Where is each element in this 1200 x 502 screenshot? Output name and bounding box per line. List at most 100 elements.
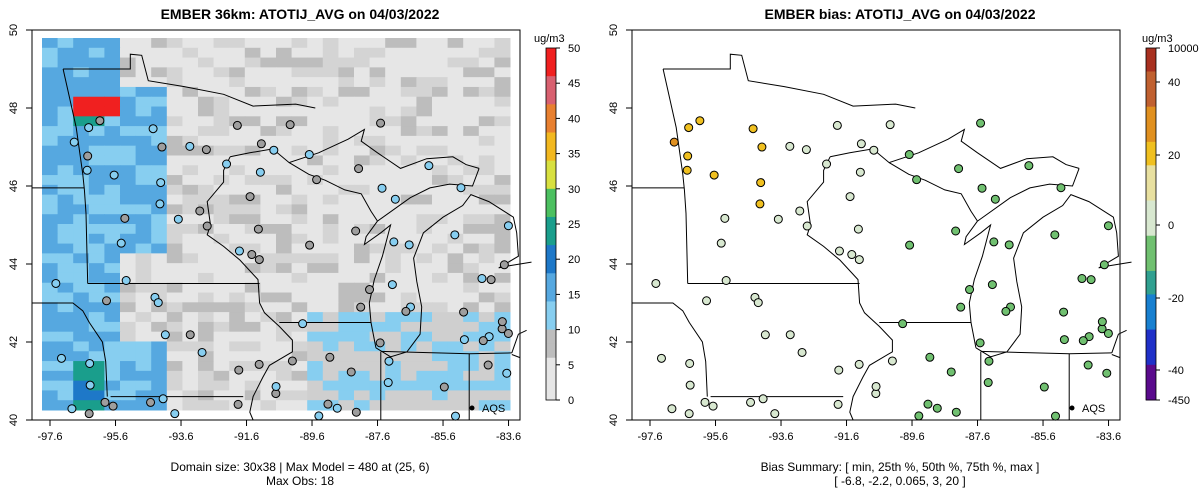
grid-cell — [322, 243, 339, 254]
grid-cell — [244, 47, 261, 59]
grid-cell — [354, 135, 371, 147]
grid-cell — [338, 155, 355, 166]
grid-cell — [120, 302, 137, 313]
grid-cell — [338, 165, 355, 176]
site-marker — [450, 230, 460, 240]
colorbar-swatch — [546, 160, 556, 176]
grid-cell — [213, 321, 230, 333]
grid-cell — [213, 361, 230, 372]
grid-cell — [494, 400, 511, 411]
grid-cell — [400, 38, 417, 49]
grid-cell — [88, 175, 105, 186]
grid-cell — [322, 233, 339, 245]
grid-cell — [57, 67, 74, 78]
grid-cell — [120, 96, 137, 108]
grid-cell — [42, 155, 59, 166]
site-marker — [254, 359, 264, 369]
site-marker — [497, 317, 507, 327]
grid-cell — [307, 312, 324, 323]
grid-cell — [88, 233, 105, 245]
site-marker — [439, 382, 449, 392]
colorbar-swatch — [546, 188, 556, 204]
grid-cell — [354, 243, 371, 254]
grid-cell — [120, 47, 137, 59]
grid-cell — [494, 302, 511, 313]
boundary-line — [62, 68, 89, 284]
grid-cell — [213, 272, 230, 284]
grid-cell — [57, 321, 74, 333]
grid-cell — [57, 214, 74, 225]
grid-cell — [478, 312, 495, 323]
grid-cell — [42, 165, 59, 176]
grid-cell — [198, 370, 215, 382]
colorbar-swatch — [546, 76, 556, 91]
grid-cell — [73, 370, 90, 382]
grid-cell — [73, 272, 90, 284]
grid-cell — [494, 331, 511, 342]
grid-cell — [400, 106, 417, 117]
grid-cell — [244, 272, 261, 284]
x-tick-label: -83.6 — [496, 431, 521, 443]
grid-cell — [104, 214, 121, 225]
site-marker — [1051, 411, 1061, 421]
grid-cell — [260, 214, 277, 225]
grid-cell — [42, 116, 59, 127]
grid-cell — [42, 184, 59, 196]
grid-cell — [135, 321, 152, 333]
grid-cell — [213, 175, 230, 186]
grid-cell — [400, 351, 417, 362]
grid-cell — [73, 77, 90, 88]
grid-cell — [291, 380, 308, 391]
grid-cell — [57, 204, 74, 215]
colorbar-frame — [1145, 47, 1157, 401]
grid-cell — [213, 135, 230, 147]
grid-cell — [213, 400, 230, 411]
colorbar-tick-label: 10 — [568, 325, 580, 337]
grid-cell — [416, 106, 433, 117]
grid-cell — [166, 370, 183, 382]
grid-cell — [322, 86, 339, 98]
grid-cell — [385, 67, 402, 78]
grid-cell — [182, 175, 199, 186]
grid-cell — [42, 38, 59, 49]
grid-cell — [88, 204, 105, 215]
colorbar-swatch — [1146, 188, 1156, 202]
grid-cell — [416, 282, 433, 294]
grid-cell — [88, 67, 105, 78]
grid-cell — [198, 292, 215, 303]
site-marker — [1099, 260, 1109, 270]
grid-cell — [338, 57, 355, 68]
site-marker — [834, 246, 844, 256]
site-marker — [975, 338, 985, 348]
boundary-line — [663, 53, 916, 109]
grid-cell — [104, 96, 121, 108]
grid-cell — [307, 331, 324, 342]
grid-cell — [322, 194, 339, 205]
grid-cell — [166, 135, 183, 147]
grid-cell — [291, 282, 308, 294]
grid-cell — [291, 116, 308, 127]
grid-cell — [400, 400, 417, 411]
grid-cell — [338, 77, 355, 88]
grid-cell — [198, 312, 215, 323]
grid-cell — [400, 86, 417, 98]
site-marker — [85, 380, 95, 390]
site-marker — [755, 199, 765, 209]
grid-cell — [338, 321, 355, 333]
grid-cell — [135, 243, 152, 254]
grid-cell — [229, 86, 246, 98]
x-tick-label: -89.6 — [899, 431, 924, 443]
grid-cell — [213, 184, 230, 196]
grid-cell — [57, 57, 74, 68]
grid-cell — [57, 145, 74, 156]
grid-cell — [276, 184, 293, 196]
colorbar-swatch — [1146, 165, 1156, 178]
grid-cell — [73, 126, 90, 137]
grid-cell — [42, 214, 59, 225]
grid-cell — [104, 243, 121, 254]
grid-cell — [73, 233, 90, 245]
colorbar-tick-label: 30 — [568, 184, 580, 196]
grid-cell — [322, 331, 339, 342]
grid-cell — [463, 194, 480, 205]
grid-cell — [166, 155, 183, 166]
